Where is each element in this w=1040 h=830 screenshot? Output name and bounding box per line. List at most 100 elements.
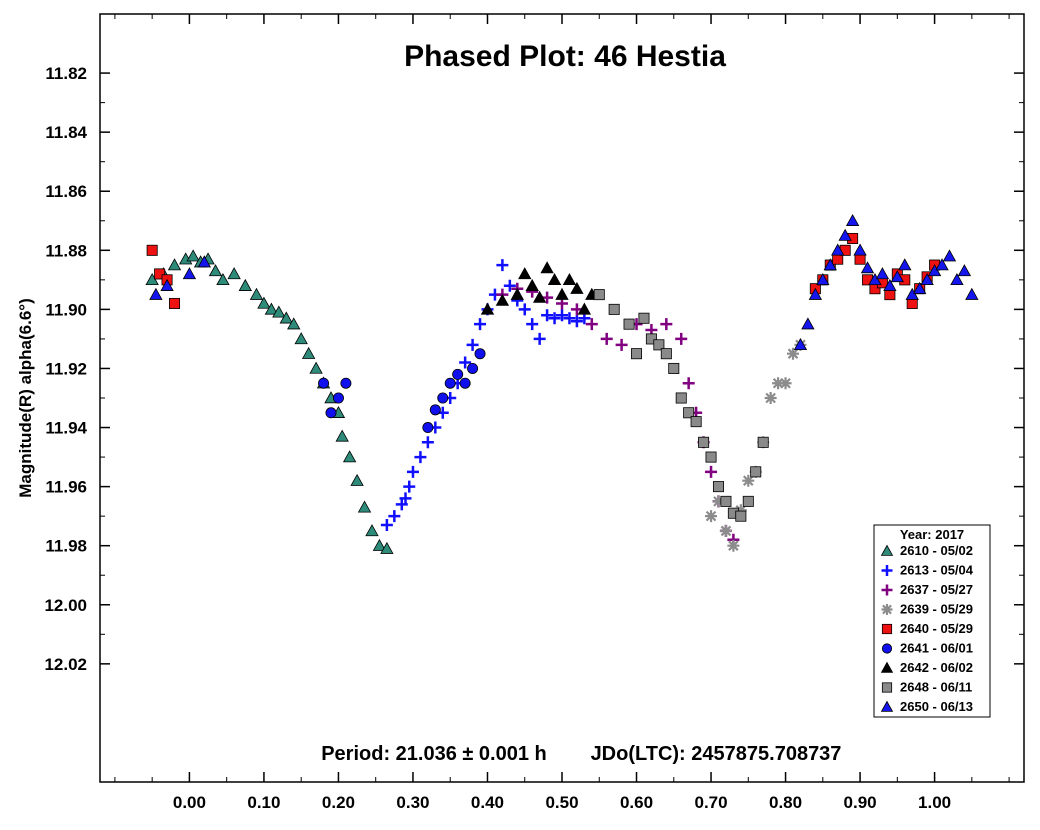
y-tick-label: 11.82 [45, 64, 87, 83]
legend-entry-label: 2642 - 06/02 [900, 660, 973, 675]
data-point [875, 267, 890, 280]
data-point [868, 273, 882, 286]
data-point [801, 317, 815, 330]
data-point [466, 338, 479, 351]
legend-entry-label: 2648 - 06/11 [900, 680, 972, 695]
x-tick-label: 0.40 [471, 793, 504, 812]
legend-marker [880, 700, 894, 712]
x-tick-label: 0.00 [173, 793, 206, 812]
plot-frame [99, 13, 1025, 783]
legend-entry-label: 2650 - 06/13 [900, 699, 973, 714]
data-point [734, 504, 747, 517]
y-tick-label: 12.00 [44, 596, 87, 615]
data-point [459, 356, 472, 369]
data-point [547, 273, 562, 286]
data-point [459, 377, 471, 389]
data-point [372, 538, 387, 551]
legend-marker [881, 643, 893, 654]
data-point [883, 278, 897, 291]
x-tick-label: 0.20 [322, 793, 355, 812]
data-point [208, 264, 223, 277]
data-point [350, 473, 364, 486]
data-point [342, 450, 357, 463]
data-point [854, 253, 866, 265]
data-point [526, 318, 539, 331]
data-point [779, 377, 792, 390]
data-point [548, 312, 561, 325]
data-point [197, 255, 212, 268]
data-point [340, 377, 352, 389]
data-point [920, 273, 934, 286]
data-point [570, 315, 583, 328]
data-point [719, 524, 732, 537]
y-axis-ticks: 11.82 11.84 11.86 11.88 11.90 11.92 11.94 11.96… [44, 64, 1024, 674]
legend-entry-label: 2639 - 05/29 [900, 602, 973, 617]
data-point [216, 273, 230, 286]
data-point [712, 481, 724, 493]
data-point [480, 302, 495, 315]
x-tick-label: 0.90 [844, 793, 877, 812]
legend-marker [881, 565, 893, 576]
data-point [675, 332, 688, 345]
x-tick-label: 0.50 [545, 793, 578, 812]
data-point [831, 243, 845, 256]
data-point [615, 338, 628, 351]
data-point [421, 436, 434, 449]
data-point [335, 429, 349, 442]
data-point [388, 510, 401, 523]
data-point [593, 289, 605, 301]
data-point [532, 290, 547, 303]
y-tick-label: 11.86 [45, 182, 87, 201]
data-point [332, 392, 344, 404]
data-point [399, 492, 412, 505]
legend-marker [880, 544, 894, 556]
data-point [935, 258, 949, 271]
data-point [690, 416, 702, 428]
data-point [720, 495, 732, 507]
data-point [452, 368, 464, 380]
data-point [853, 243, 867, 256]
legend-entry-label: 2613 - 05/04 [900, 563, 974, 578]
data-point [742, 495, 754, 507]
data-point [380, 541, 394, 554]
data-point [154, 268, 166, 280]
data-point [750, 466, 762, 478]
data-point [905, 287, 919, 300]
data-point [683, 407, 695, 419]
legend-marker [881, 623, 893, 635]
data-point [309, 361, 323, 374]
data-point [467, 362, 479, 374]
data-point [406, 465, 419, 478]
data-point [540, 261, 554, 274]
data-point [186, 249, 200, 262]
data-point [608, 303, 620, 315]
data-point [301, 346, 316, 359]
data-point [645, 333, 657, 345]
data-point [698, 436, 710, 448]
data-point [735, 510, 747, 522]
data-point [764, 392, 777, 404]
y-tick-label: 11.94 [45, 419, 87, 438]
data-point [444, 377, 456, 389]
y-tick-label: 11.84 [45, 123, 87, 142]
jdo-text: JDo(LTC): 2457875.708737 [591, 743, 842, 765]
data-point [238, 278, 252, 291]
x-tick-label: 0.30 [396, 793, 429, 812]
data-point [325, 407, 337, 419]
y-tick-label: 11.88 [45, 241, 87, 260]
y-tick-label: 11.92 [45, 359, 87, 378]
data-point [437, 392, 449, 404]
y-tick-label: 11.98 [45, 537, 87, 556]
data-point [906, 297, 918, 309]
data-point [169, 297, 181, 309]
y-tick-label: 11.96 [45, 478, 87, 497]
data-point [357, 500, 372, 513]
data-point [838, 228, 852, 241]
y-tick-label: 11.90 [45, 300, 87, 319]
data-point [845, 213, 860, 226]
data-point [182, 267, 197, 280]
data-point [503, 279, 516, 292]
data-point [541, 309, 554, 322]
data-point [287, 317, 301, 330]
